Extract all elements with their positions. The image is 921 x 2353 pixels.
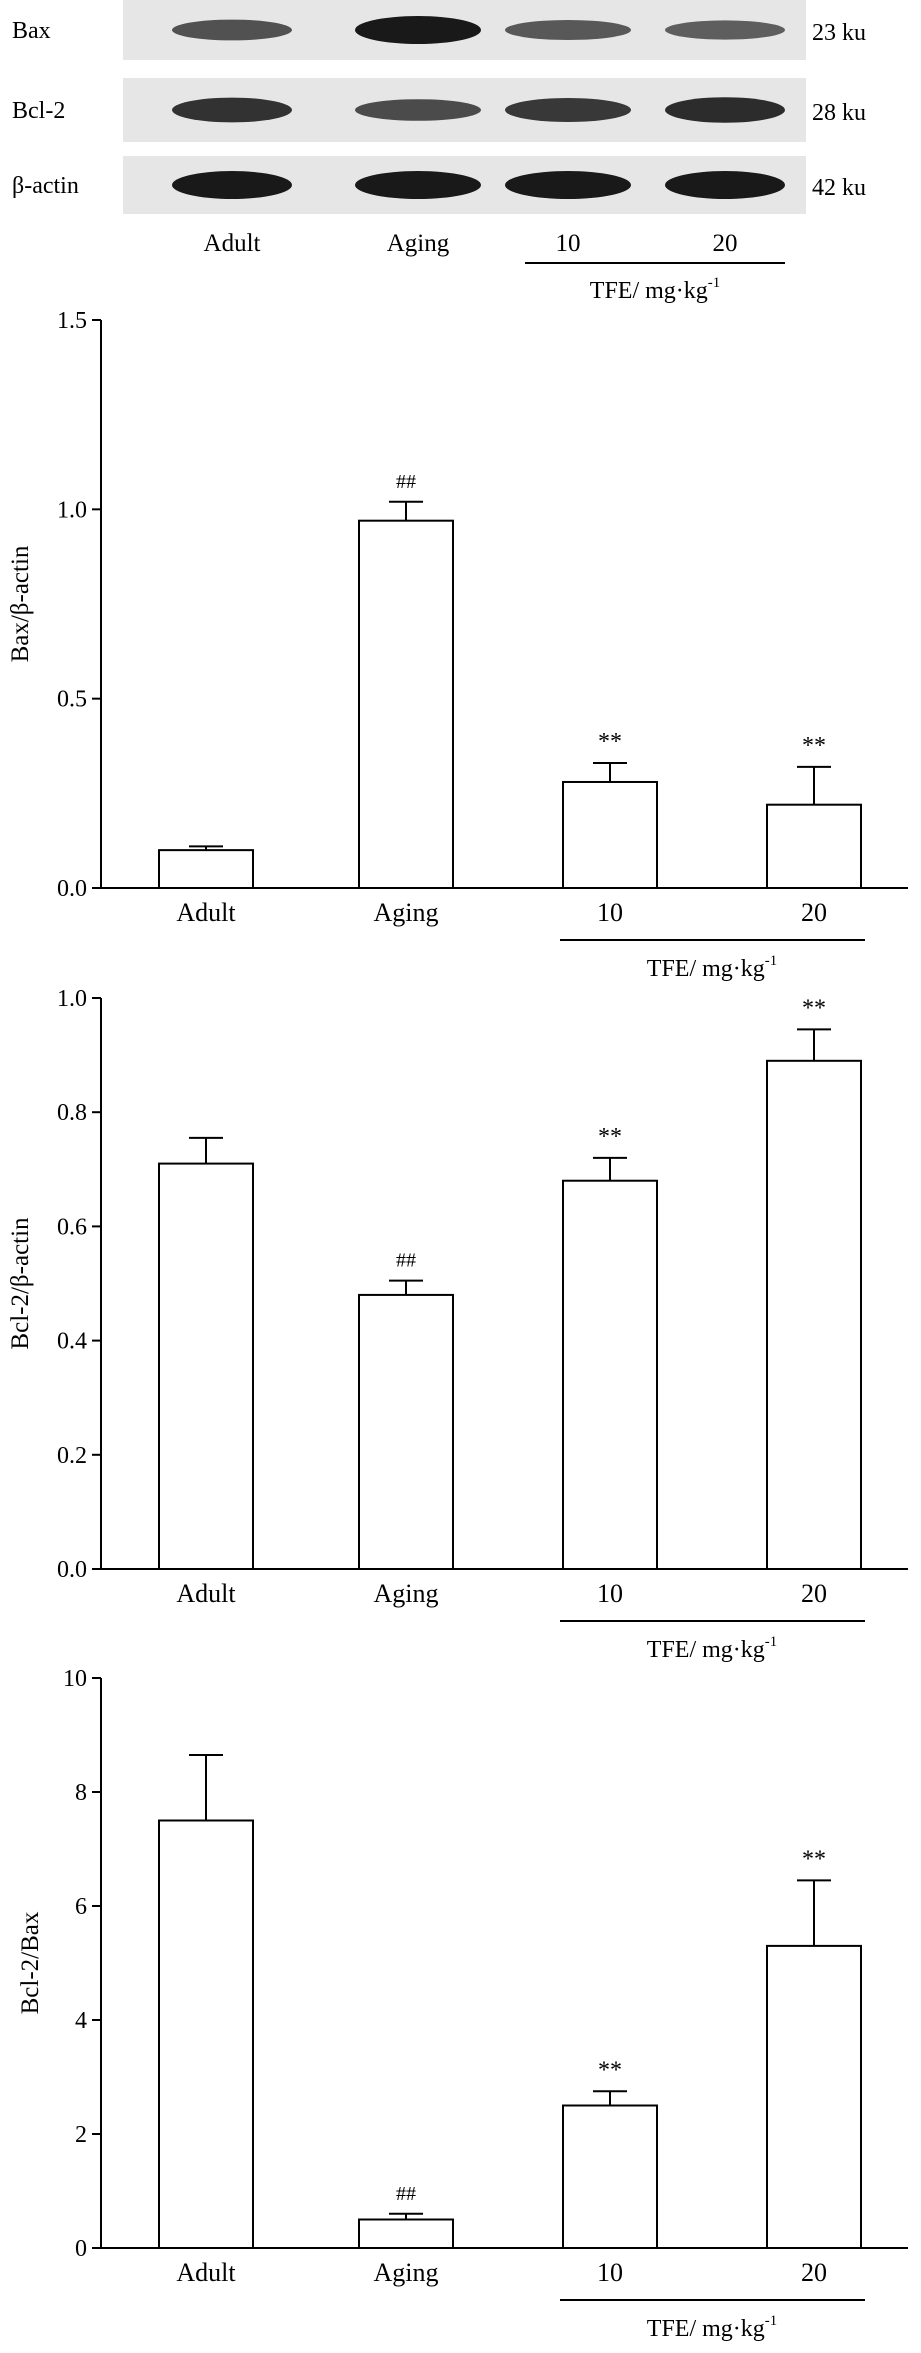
y-tick-label: 0.0 xyxy=(57,1557,87,1583)
bar xyxy=(358,1293,454,1571)
blot-band xyxy=(505,171,631,199)
x-category-label: 10 xyxy=(597,2258,623,2287)
group-label: TFE/ mg·kg-1 xyxy=(647,2313,777,2342)
blot-band xyxy=(505,20,631,40)
significance-annotation: ** xyxy=(598,729,622,755)
blot-protein-label: Bcl-2 xyxy=(12,98,65,124)
x-category-label: Aging xyxy=(374,1579,439,1608)
bar xyxy=(766,803,862,890)
blot-size-label: 42 ku xyxy=(812,175,866,201)
bar xyxy=(158,1162,254,1570)
bar xyxy=(358,2218,454,2249)
blot-band xyxy=(172,97,292,123)
significance-annotation: ## xyxy=(396,471,416,493)
blot-group-label: TFE/ mg·kg-1 xyxy=(590,275,720,304)
x-category-label: Aging xyxy=(374,2258,439,2287)
bar xyxy=(158,1819,254,2249)
y-tick-label: 6 xyxy=(75,1894,87,1920)
blot-protein-label: β-actin xyxy=(12,173,79,199)
western-blot-panel: Bax 23 ku Bcl-2 28 ku β-actin 42 ku Adult Aging… xyxy=(12,0,866,304)
y-tick-label: 10 xyxy=(63,1666,87,1692)
blot-band xyxy=(505,98,631,122)
y-tick-label: 8 xyxy=(75,1780,87,1806)
y-tick-label: 0.6 xyxy=(57,1214,87,1240)
x-category-label: Aging xyxy=(374,898,439,927)
y-tick-label: 2 xyxy=(75,2122,87,2148)
significance-annotation: ** xyxy=(598,1124,622,1150)
blot-band xyxy=(355,16,481,44)
bar xyxy=(766,1944,862,2250)
x-category-label: 10 xyxy=(597,898,623,927)
y-tick-label: 1.0 xyxy=(57,497,87,523)
blot-lane-label: 20 xyxy=(713,230,738,257)
significance-annotation: ** xyxy=(802,1846,826,1872)
blot-band xyxy=(665,20,785,40)
y-tick-label: 0.5 xyxy=(57,687,87,713)
y-axis-label: Bcl-2/β-actin xyxy=(7,1217,34,1350)
group-label: TFE/ mg·kg-1 xyxy=(647,1634,777,1663)
x-category-label: 20 xyxy=(801,2258,827,2287)
y-tick-label: 0.8 xyxy=(57,1100,87,1126)
x-category-label: 10 xyxy=(597,1579,623,1608)
blot-band xyxy=(355,99,481,121)
chart-bcl2-bax-ratio: 0 2 4 6 8 10 Bcl-2/Bax Adult ## Aging ** 10 ** 20 TFE/… xyxy=(17,1666,908,2342)
bar xyxy=(766,1059,862,1571)
y-axis-label: Bcl-2/Bax xyxy=(17,1911,44,2014)
blot-lane-label: Aging xyxy=(387,230,450,257)
bar xyxy=(562,1179,658,1570)
bar xyxy=(562,780,658,889)
significance-annotation: ** xyxy=(802,733,826,759)
y-tick-label: 0 xyxy=(75,2236,87,2262)
blot-band xyxy=(355,171,481,199)
x-category-label: 20 xyxy=(801,898,827,927)
significance-annotation: ## xyxy=(396,1250,416,1272)
blot-protein-label: Bax xyxy=(12,18,51,44)
y-axis-label: Bax/β-actin xyxy=(7,545,34,662)
blot-lane-label: Adult xyxy=(204,230,261,257)
x-category-label: Adult xyxy=(176,2258,236,2287)
y-tick-label: 4 xyxy=(75,2008,87,2034)
blot-band xyxy=(665,171,785,199)
blot-lane-label: 10 xyxy=(556,230,581,257)
blot-size-label: 28 ku xyxy=(812,100,866,126)
y-tick-label: 1.5 xyxy=(57,308,87,334)
x-category-label: Adult xyxy=(176,1579,236,1608)
x-category-label: Adult xyxy=(176,898,236,927)
group-label: TFE/ mg·kg-1 xyxy=(647,953,777,982)
blot-size-label: 23 ku xyxy=(812,20,866,46)
bar xyxy=(158,849,254,890)
blot-band xyxy=(665,97,785,123)
y-tick-label: 0.4 xyxy=(57,1329,87,1355)
significance-annotation: ** xyxy=(598,2057,622,2083)
significance-annotation: ## xyxy=(396,2183,416,2205)
blot-band xyxy=(172,19,292,41)
significance-annotation: ** xyxy=(802,995,826,1021)
y-tick-label: 1.0 xyxy=(57,986,87,1012)
chart-bax-ratio: 0.0 0.5 1.0 1.5 Bax/β-actin Adult ## Aging ** 10 *… xyxy=(7,308,908,982)
y-tick-label: 0.0 xyxy=(57,876,87,902)
chart-bcl2-ratio: 0.0 0.2 0.4 0.6 0.8 1.0 Bcl-2/β-actin Adult ## Ag… xyxy=(7,986,908,1663)
bar xyxy=(562,2104,658,2249)
bar xyxy=(358,519,454,890)
x-category-label: 20 xyxy=(801,1579,827,1608)
blot-band xyxy=(172,171,292,199)
y-tick-label: 0.2 xyxy=(57,1443,87,1469)
